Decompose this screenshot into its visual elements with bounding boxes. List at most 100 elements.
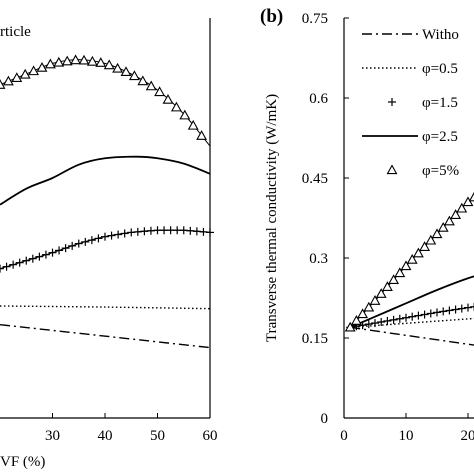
left-plus-marker xyxy=(9,260,18,269)
right-triangle-marker xyxy=(431,228,443,239)
right-plus-marker xyxy=(383,316,392,325)
left-plus-marker xyxy=(35,252,44,261)
legend-label: Witho xyxy=(422,27,459,43)
left-triangle-marker xyxy=(28,65,40,76)
right-plus-marker xyxy=(451,305,460,314)
left-triangle-marker xyxy=(53,56,65,67)
left-triangle-marker xyxy=(137,75,149,86)
left-triangle-marker xyxy=(0,79,6,89)
right-triangle-marker xyxy=(456,202,468,213)
left-triangle-marker xyxy=(162,93,174,104)
right-series-dash-dot xyxy=(350,326,474,346)
right-triangle-marker xyxy=(350,315,362,325)
right-plus-marker xyxy=(395,314,404,323)
right-plus-marker xyxy=(389,315,398,324)
right-triangle-marker xyxy=(394,267,406,278)
right-plus-marker xyxy=(445,306,454,315)
right-x-tick-label: 10 xyxy=(399,428,414,444)
right-triangle-marker xyxy=(450,209,462,219)
right-series-solid xyxy=(349,275,474,329)
right-triangle-marker xyxy=(357,308,369,319)
left-x-tick-label: 40 xyxy=(98,428,113,444)
left-series-solid xyxy=(0,155,211,206)
left-series-dash-dot xyxy=(0,323,211,349)
right-y-tick-label: 0.15 xyxy=(302,331,328,347)
left-triangle-marker xyxy=(154,86,166,97)
legend-triangle-marker xyxy=(386,164,398,175)
legend-label: φ=1.5 xyxy=(422,95,458,111)
legend-item-dotted: φ=0.5 xyxy=(362,61,458,77)
left-plus-marker xyxy=(101,232,109,241)
legend-plus-marker xyxy=(388,98,396,106)
left-triangle-marker xyxy=(70,54,82,65)
left-plus-marker xyxy=(2,262,11,271)
right-plus-marker xyxy=(414,311,423,320)
left-plus-marker xyxy=(120,229,129,238)
left-panel: rticle 30 40 50 60 VF (%) xyxy=(0,18,218,470)
right-triangle-marker xyxy=(443,215,455,226)
left-plus-marker xyxy=(41,250,50,259)
left-triangle-marker xyxy=(112,62,124,73)
right-triangle-marker xyxy=(406,253,418,264)
panel-label-b: (b) xyxy=(260,6,283,27)
left-triangle-marker xyxy=(19,68,31,79)
right-triangle-marker xyxy=(437,221,449,232)
right-triangle-marker xyxy=(363,301,375,312)
left-triangle-marker xyxy=(170,101,182,112)
left-triangle-marker xyxy=(187,119,199,130)
legend: Witho φ=0.5 φ=1.5 φ=2.5 φ=5% xyxy=(362,27,459,179)
right-triangle-marker xyxy=(388,274,400,285)
right-plus-marker xyxy=(457,304,466,313)
right-y-tick-labels: 0 0.15 0.3 0.45 0.6 0.75 xyxy=(302,11,349,427)
left-plus-marker xyxy=(107,231,116,240)
legend-label: φ=0.5 xyxy=(422,61,458,77)
right-triangle-marker xyxy=(412,247,424,258)
left-plus-marker xyxy=(114,230,123,239)
right-y-tick-label: 0.6 xyxy=(309,91,328,107)
right-x-tick-label: 20 xyxy=(461,428,474,444)
left-x-axis-title: VF (%) xyxy=(0,454,45,470)
left-triangle-marker xyxy=(196,130,208,140)
right-y-tick-label: 0.75 xyxy=(302,11,328,27)
left-triangle-marker xyxy=(145,80,157,91)
left-plus-marker xyxy=(28,254,37,263)
right-triangle-marker xyxy=(344,321,356,332)
left-triangle-marker xyxy=(120,66,132,77)
right-triangle-marker xyxy=(400,260,412,271)
right-y-tick-label: 0.45 xyxy=(302,171,328,187)
left-triangle-marker xyxy=(179,109,191,120)
right-plus-marker xyxy=(464,303,472,312)
right-triangle-marker xyxy=(419,241,431,251)
right-plus-marker xyxy=(426,309,435,318)
left-plus-marker xyxy=(15,258,24,267)
right-triangle-marker xyxy=(462,196,474,207)
left-plus-marker xyxy=(74,239,83,248)
right-plus-marker xyxy=(364,320,373,329)
left-triangle-marker xyxy=(2,75,14,86)
left-plus-marker xyxy=(0,264,4,273)
left-triangle-marker xyxy=(36,61,48,72)
right-triangle-marker xyxy=(375,288,387,298)
left-x-tick-label: 60 xyxy=(203,428,218,444)
right-plus-marker xyxy=(371,319,379,328)
right-panel: (b) 0 0.15 0.3 0.45 0.6 0.75 0 10 20 Transverse… xyxy=(260,6,474,444)
right-series-group xyxy=(344,191,474,346)
left-x-tick-label: 30 xyxy=(45,428,60,444)
right-plus-marker xyxy=(408,312,417,321)
right-y-axis-title: Transverse thermal conductivity (W/mK) xyxy=(264,94,280,342)
right-plus-marker xyxy=(470,302,474,311)
legend-item-triangle: φ=5% xyxy=(386,163,459,179)
right-triangle-marker xyxy=(425,234,437,245)
left-triangle-marker xyxy=(86,55,98,66)
left-x-tick-label: 50 xyxy=(150,428,165,444)
right-plus-marker xyxy=(420,310,429,319)
left-x-tick-labels: 30 40 50 60 xyxy=(45,413,218,444)
left-triangle-marker xyxy=(11,72,23,82)
left-plus-marker xyxy=(48,248,57,257)
left-plus-marker xyxy=(87,236,96,245)
left-plus-marker xyxy=(22,256,31,265)
legend-item-dash-dot: Witho xyxy=(362,27,459,43)
legend-item-solid: φ=2.5 xyxy=(362,129,458,145)
left-plus-marker xyxy=(68,241,77,250)
